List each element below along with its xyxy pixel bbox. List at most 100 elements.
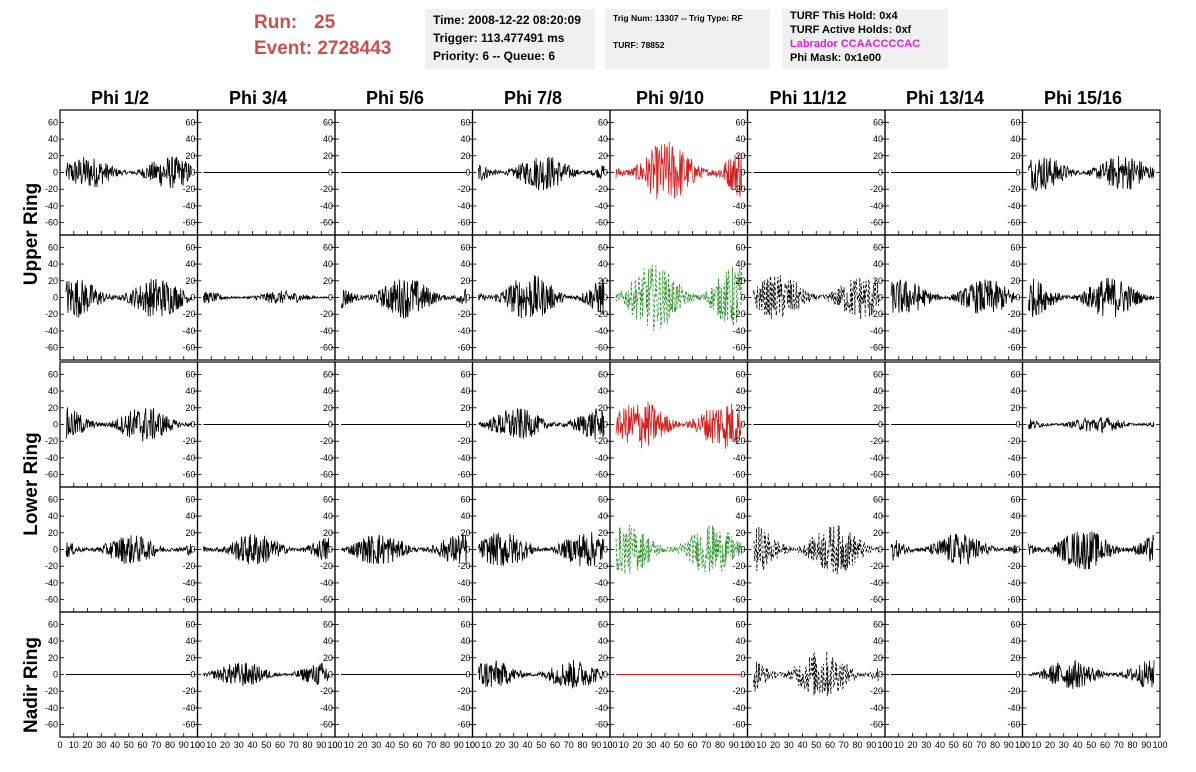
y-tick-label: -40: [457, 201, 470, 211]
priority-text: Priority: 6 -- Queue: 6: [433, 49, 556, 63]
y-tick-label: 0: [878, 545, 883, 555]
y-tick-label: -40: [870, 578, 883, 588]
x-tick-label: 10: [206, 740, 216, 750]
x-tick-label: 100: [602, 740, 617, 750]
col-header-phi-15-16: Phi 15/16: [1043, 88, 1123, 108]
x-tick-label: 0: [195, 740, 200, 750]
y-tick-label: -60: [732, 343, 745, 353]
x-tick-label: 20: [495, 740, 505, 750]
y-tick-label: 0: [53, 168, 58, 178]
waveform-panel: 60 40 20 0 -20 -40 -60: [732, 361, 886, 488]
y-tick-label: -40: [732, 703, 745, 713]
y-tick-label: 0: [603, 420, 608, 430]
x-tick-label: 70: [976, 740, 986, 750]
y-tick-label: 60: [48, 117, 58, 127]
y-tick-label: -60: [45, 343, 58, 353]
y-tick-label: 40: [185, 386, 195, 396]
x-tick-label: 90: [729, 740, 739, 750]
turf-active-text: TURF Active Holds: 0xf: [790, 24, 912, 36]
x-tick-label: 60: [550, 740, 560, 750]
y-tick-label: -20: [732, 436, 745, 446]
y-tick-label: -40: [320, 578, 333, 588]
waveform-panel: 60 40 20 0 -20 -40 -60: [182, 486, 336, 613]
x-tick-label: 70: [1114, 740, 1124, 750]
y-tick-label: 40: [873, 636, 883, 646]
y-tick-label: -40: [595, 703, 608, 713]
x-tick-label: 0: [332, 740, 337, 750]
y-tick-label: -20: [732, 184, 745, 194]
col-header-phi-5-6: Phi 5/6: [365, 88, 425, 108]
y-tick-label: 20: [48, 276, 58, 286]
y-tick-label: -60: [732, 218, 745, 228]
waveform-trace: [1028, 531, 1155, 570]
y-tick-label: -40: [320, 453, 333, 463]
y-tick-label: 20: [48, 151, 58, 161]
y-tick-label: 40: [323, 636, 333, 646]
y-tick-label: 60: [735, 117, 745, 127]
waveform-panel: 60 40 20 0 -20 -40 -60: [870, 361, 1024, 488]
waveform-panel: 60 40 20 0 -20 -40 -60: [732, 109, 886, 236]
x-tick-label: 90: [454, 740, 464, 750]
waveform-panel: 60 40 20 0 -20 -40 -60: [320, 611, 474, 738]
waveform-trace: [1028, 660, 1155, 689]
y-tick-label: 60: [460, 494, 470, 504]
x-tick-label: 10: [756, 740, 766, 750]
x-tick-label: 20: [1045, 740, 1055, 750]
y-tick-label: 60: [873, 369, 883, 379]
trig-info-box: Trig Num: 13307 -- Trig Type: RF TURF: 7…: [605, 9, 770, 69]
y-tick-label: 0: [465, 545, 470, 555]
y-tick-label: -20: [320, 436, 333, 446]
y-tick-label: 60: [460, 619, 470, 629]
turf-hold-text: TURF This Hold: 0x4: [790, 10, 898, 22]
y-tick-label: -40: [45, 578, 58, 588]
x-tick-label: 100: [1015, 740, 1030, 750]
x-tick-label: 40: [1072, 740, 1082, 750]
y-tick-label: -40: [595, 453, 608, 463]
y-tick-label: -40: [595, 326, 608, 336]
x-tick-label: 30: [234, 740, 244, 750]
y-tick-label: -60: [1007, 470, 1020, 480]
y-tick-label: 60: [48, 619, 58, 629]
y-tick-label: 60: [323, 369, 333, 379]
y-tick-label: -20: [182, 184, 195, 194]
y-tick-label: -60: [595, 218, 608, 228]
turf-text: TURF: 78852: [613, 40, 665, 50]
y-tick-label: -20: [457, 309, 470, 319]
waveform-panel: 60 40 20 0 -20 -40 -60: [595, 234, 749, 361]
y-tick-label: 20: [460, 151, 470, 161]
y-tick-label: -60: [320, 218, 333, 228]
x-tick-label: 50: [811, 740, 821, 750]
y-tick-label: 0: [740, 420, 745, 430]
y-tick-label: -40: [182, 453, 195, 463]
y-tick-label: 20: [598, 528, 608, 538]
y-tick-label: 20: [1010, 528, 1020, 538]
y-tick-label: -40: [732, 201, 745, 211]
x-tick-label: 10: [481, 740, 491, 750]
x-tick-label: 100: [740, 740, 755, 750]
x-tick-label: 60: [962, 740, 972, 750]
x-tick-label: 40: [660, 740, 670, 750]
x-tick-label: 20: [82, 740, 92, 750]
waveform-panel: 60 40 20 0 -20 -40 -60: [45, 109, 199, 236]
x-tick-label: 90: [1141, 740, 1151, 750]
y-tick-label: -40: [1007, 326, 1020, 336]
waveform-trace: [1028, 416, 1155, 434]
x-tick-label: 30: [509, 740, 519, 750]
x-tick-label: 10: [344, 740, 354, 750]
y-tick-label: 60: [185, 494, 195, 504]
y-tick-label: -40: [45, 201, 58, 211]
y-tick-label: -40: [870, 703, 883, 713]
x-tick-label: 90: [866, 740, 876, 750]
x-tick-label: 70: [289, 740, 299, 750]
col-header-phi-3-4: Phi 3/4: [228, 88, 288, 108]
col-header-phi-1-2: Phi 1/2: [90, 88, 150, 108]
y-tick-label: -40: [182, 578, 195, 588]
y-tick-label: -40: [457, 326, 470, 336]
x-tick-label: 10: [69, 740, 79, 750]
x-tick-label: 50: [261, 740, 271, 750]
y-tick-label: -60: [1007, 343, 1020, 353]
y-tick-label: -40: [1007, 578, 1020, 588]
y-tick-label: -60: [870, 720, 883, 730]
y-tick-label: -60: [182, 343, 195, 353]
